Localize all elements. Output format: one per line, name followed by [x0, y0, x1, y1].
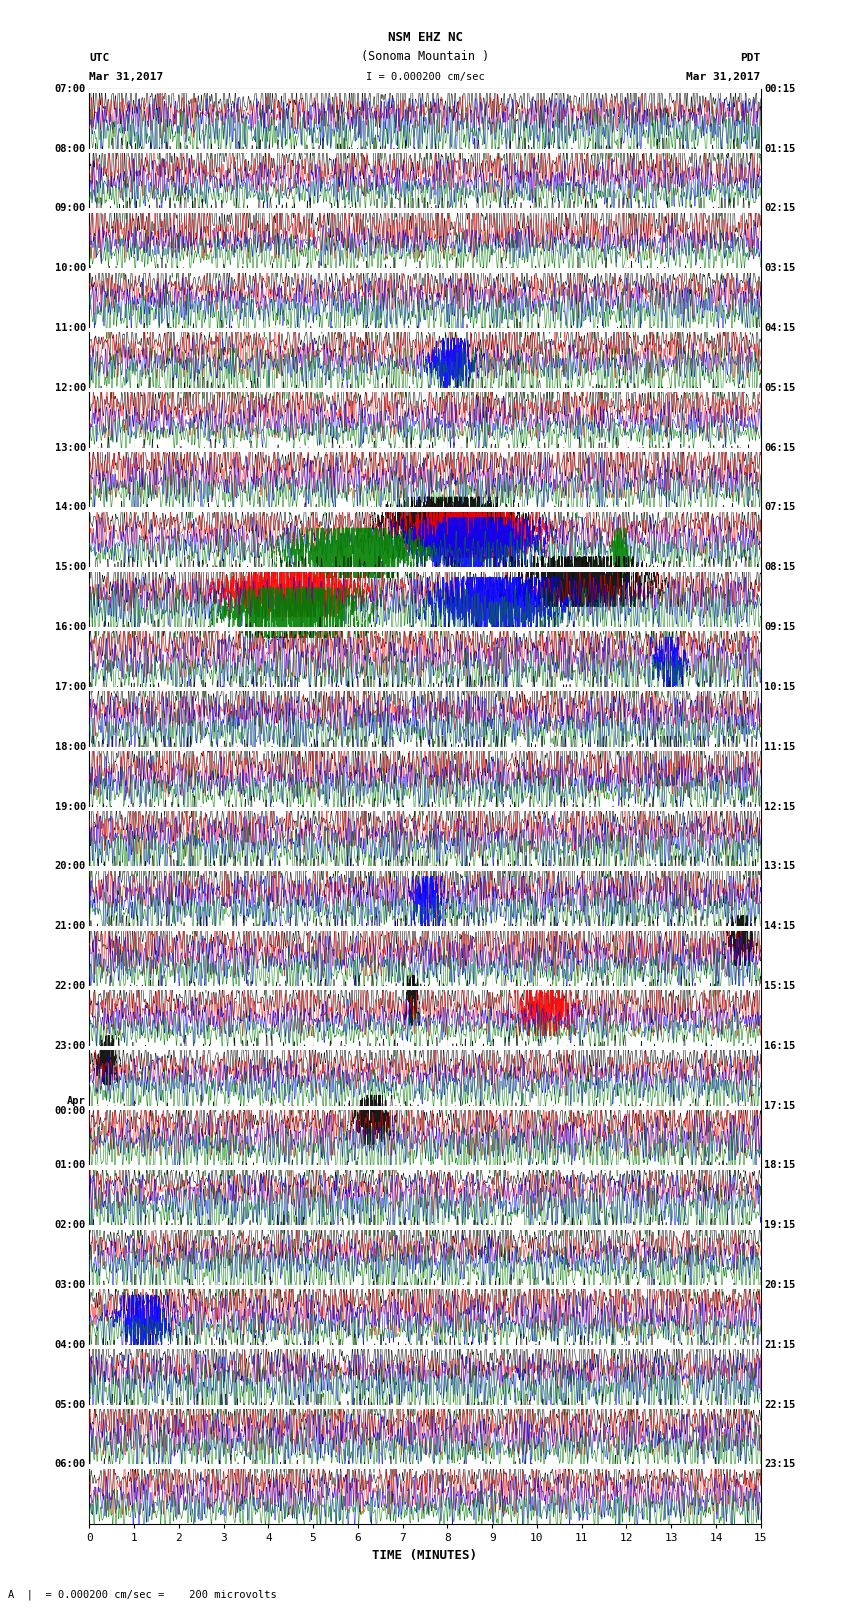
Text: 16:00: 16:00 [54, 623, 86, 632]
Text: 20:15: 20:15 [764, 1281, 796, 1290]
Text: 14:15: 14:15 [764, 921, 796, 931]
Text: 10:00: 10:00 [54, 263, 86, 273]
Text: 09:00: 09:00 [54, 203, 86, 213]
Text: 03:00: 03:00 [54, 1281, 86, 1290]
Text: UTC: UTC [89, 53, 110, 63]
Text: 08:00: 08:00 [54, 144, 86, 153]
Text: PDT: PDT [740, 53, 761, 63]
Text: 10:15: 10:15 [764, 682, 796, 692]
Text: 16:15: 16:15 [764, 1040, 796, 1050]
Text: 09:15: 09:15 [764, 623, 796, 632]
Text: 12:00: 12:00 [54, 382, 86, 394]
Text: Apr: Apr [67, 1095, 86, 1105]
Text: 21:00: 21:00 [54, 921, 86, 931]
Text: 22:00: 22:00 [54, 981, 86, 990]
Text: NSM EHZ NC: NSM EHZ NC [388, 31, 462, 44]
X-axis label: TIME (MINUTES): TIME (MINUTES) [372, 1548, 478, 1561]
Text: 07:00: 07:00 [54, 84, 86, 94]
Text: 17:15: 17:15 [764, 1100, 796, 1111]
Text: 01:15: 01:15 [764, 144, 796, 153]
Text: 23:00: 23:00 [54, 1040, 86, 1050]
Text: 19:00: 19:00 [54, 802, 86, 811]
Text: 11:15: 11:15 [764, 742, 796, 752]
Text: 21:15: 21:15 [764, 1340, 796, 1350]
Text: 20:00: 20:00 [54, 861, 86, 871]
Text: A  |  = 0.000200 cm/sec =    200 microvolts: A | = 0.000200 cm/sec = 200 microvolts [8, 1589, 277, 1600]
Text: 18:00: 18:00 [54, 742, 86, 752]
Text: 18:15: 18:15 [764, 1160, 796, 1171]
Text: 14:00: 14:00 [54, 502, 86, 513]
Text: 15:15: 15:15 [764, 981, 796, 990]
Text: 17:00: 17:00 [54, 682, 86, 692]
Text: 15:00: 15:00 [54, 563, 86, 573]
Text: 13:15: 13:15 [764, 861, 796, 871]
Text: 00:15: 00:15 [764, 84, 796, 94]
Text: 05:15: 05:15 [764, 382, 796, 394]
Text: 13:00: 13:00 [54, 442, 86, 453]
Text: 04:00: 04:00 [54, 1340, 86, 1350]
Text: 01:00: 01:00 [54, 1160, 86, 1171]
Text: Mar 31,2017: Mar 31,2017 [687, 73, 761, 82]
Text: 04:15: 04:15 [764, 323, 796, 332]
Text: (Sonoma Mountain ): (Sonoma Mountain ) [361, 50, 489, 63]
Text: I = 0.000200 cm/sec: I = 0.000200 cm/sec [366, 73, 484, 82]
Text: 07:15: 07:15 [764, 502, 796, 513]
Text: 06:00: 06:00 [54, 1460, 86, 1469]
Text: Mar 31,2017: Mar 31,2017 [89, 73, 163, 82]
Text: 02:00: 02:00 [54, 1219, 86, 1231]
Text: 08:15: 08:15 [764, 563, 796, 573]
Text: 23:15: 23:15 [764, 1460, 796, 1469]
Text: 11:00: 11:00 [54, 323, 86, 332]
Text: 19:15: 19:15 [764, 1219, 796, 1231]
Text: 05:00: 05:00 [54, 1400, 86, 1410]
Text: 02:15: 02:15 [764, 203, 796, 213]
Text: 22:15: 22:15 [764, 1400, 796, 1410]
Text: 12:15: 12:15 [764, 802, 796, 811]
Text: 06:15: 06:15 [764, 442, 796, 453]
Text: 03:15: 03:15 [764, 263, 796, 273]
Text: 00:00: 00:00 [54, 1105, 86, 1116]
